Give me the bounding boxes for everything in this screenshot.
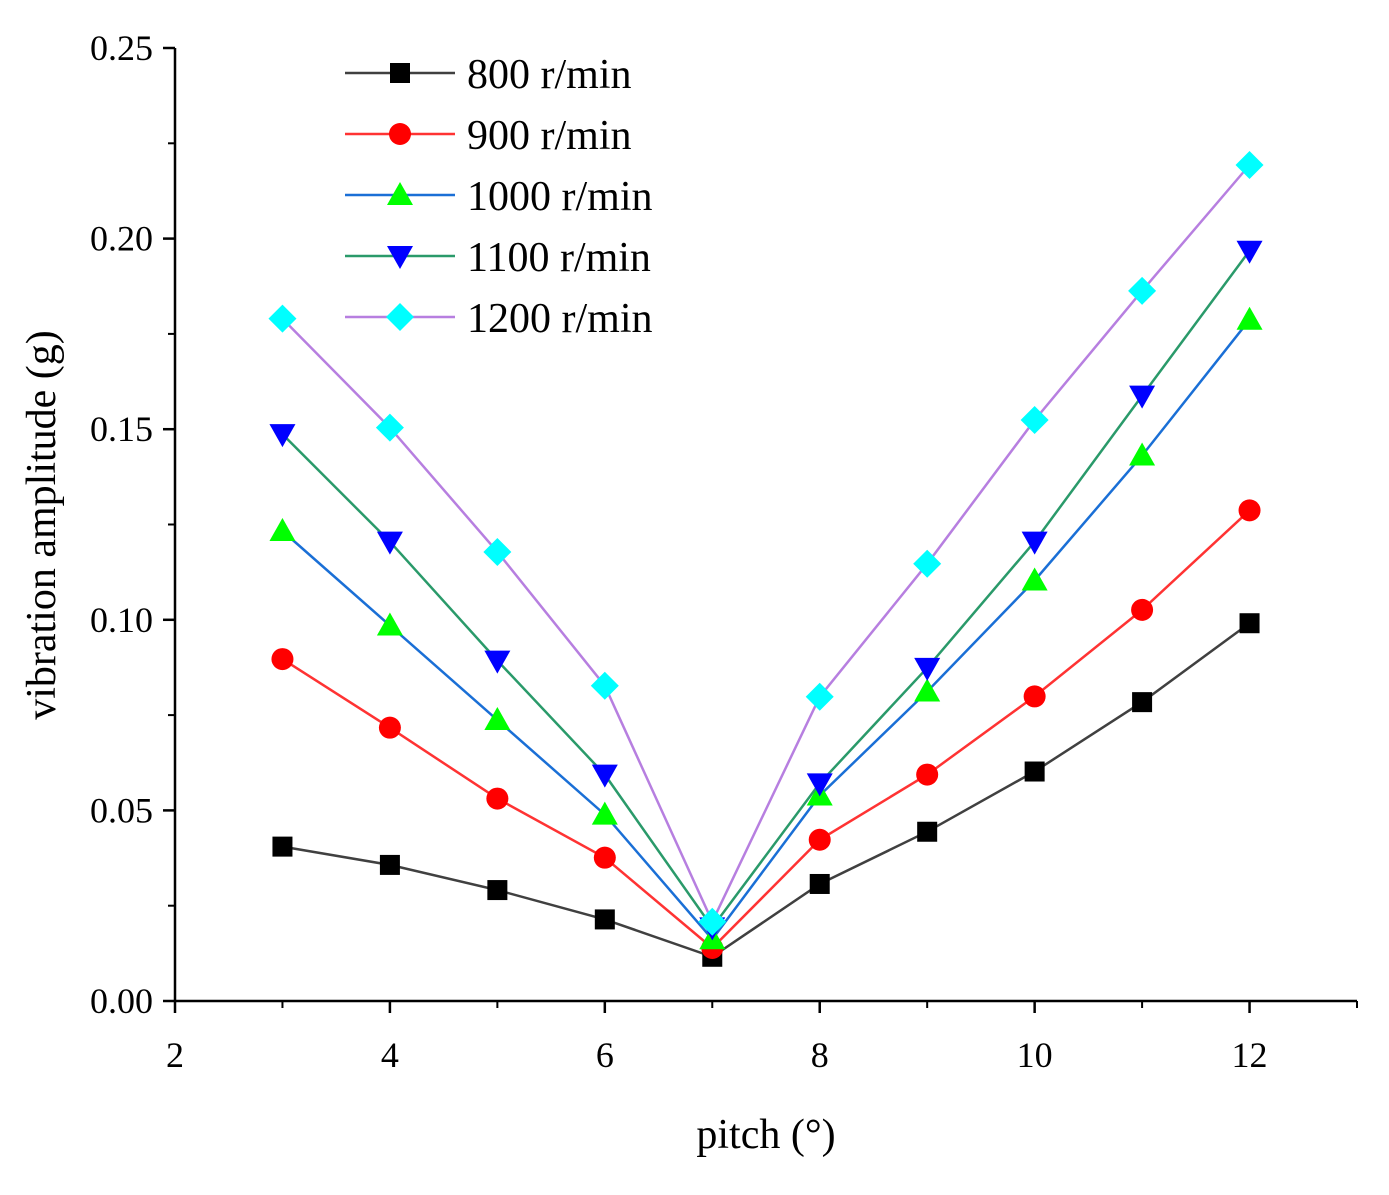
legend-label: 1200 r/min <box>467 296 653 342</box>
data-point <box>593 846 616 869</box>
series-line <box>281 164 1251 925</box>
data-point <box>1021 567 1048 591</box>
data-point <box>376 531 403 555</box>
legend-item: 1100 r/min <box>345 235 651 281</box>
y-tick-label: 0.00 <box>90 981 153 1021</box>
data-point <box>913 549 942 578</box>
legend-item: 800 r/min <box>345 52 632 98</box>
data-point <box>1238 499 1261 522</box>
axes: 2 4 6 8 10 12 0.00 0.05 0.10 0.15 0.20 0.25 <box>90 28 1358 1075</box>
data-point <box>268 304 297 333</box>
data-point <box>809 873 830 894</box>
data-point <box>591 801 618 825</box>
legend-label: 1000 r/min <box>467 174 653 220</box>
data-point <box>271 648 294 671</box>
data-point <box>1023 685 1046 708</box>
x-axis-title: pitch (°) <box>696 1112 835 1158</box>
y-tick-label: 0.05 <box>90 790 153 830</box>
data-point <box>1024 761 1045 782</box>
series-layer <box>268 151 1264 967</box>
data-point <box>1128 276 1157 305</box>
legend: 800 r/min 900 r/min 1000 r/min 1100 r/min 12… <box>345 52 653 342</box>
legend-label: 800 r/min <box>467 52 632 98</box>
data-point <box>1132 692 1153 713</box>
data-point <box>698 907 727 936</box>
data-point <box>483 537 512 566</box>
y-tick-label: 0.25 <box>90 28 153 68</box>
data-point <box>805 682 834 711</box>
data-point <box>1129 385 1156 409</box>
data-point <box>1236 306 1263 330</box>
data-point <box>806 773 833 797</box>
data-point <box>1235 151 1264 180</box>
y-tick-label: 0.20 <box>90 219 153 259</box>
series-line <box>281 319 1251 942</box>
data-point <box>591 764 618 788</box>
data-point <box>269 424 296 448</box>
series-line <box>281 250 1251 930</box>
x-tick-label: 2 <box>166 1035 184 1075</box>
series-0 <box>272 613 1260 967</box>
data-point <box>269 517 296 541</box>
data-point <box>1020 406 1049 435</box>
data-point <box>917 821 938 842</box>
series-line <box>282 622 1251 959</box>
series-2 <box>269 306 1263 950</box>
legend-label: 1100 r/min <box>467 235 651 281</box>
data-point <box>914 678 941 702</box>
data-point <box>484 707 511 731</box>
series-4 <box>268 151 1264 936</box>
data-point <box>375 413 404 442</box>
data-point <box>1021 531 1048 555</box>
y-tick-label: 0.10 <box>90 600 153 640</box>
data-point <box>594 909 615 930</box>
data-point <box>376 612 403 636</box>
legend-marker <box>387 182 413 205</box>
x-tick-label: 10 <box>1017 1035 1053 1075</box>
data-point <box>378 716 401 739</box>
series-3 <box>269 240 1263 941</box>
data-point <box>272 836 293 857</box>
data-point <box>808 828 831 851</box>
data-point <box>590 671 619 700</box>
data-point <box>487 880 508 901</box>
series-line <box>281 509 1251 950</box>
x-tick-label: 8 <box>811 1035 829 1075</box>
x-tick-label: 4 <box>381 1035 399 1075</box>
legend-label: 900 r/min <box>467 113 632 159</box>
legend-item: 900 r/min <box>345 113 632 159</box>
data-point <box>486 787 509 810</box>
data-point <box>379 854 400 875</box>
data-point <box>1239 613 1260 634</box>
data-point <box>1236 240 1263 264</box>
data-point <box>1131 598 1154 621</box>
y-tick-label: 0.15 <box>90 409 153 449</box>
legend-marker <box>387 246 413 269</box>
legend-marker <box>389 123 411 145</box>
data-point <box>1129 442 1156 466</box>
data-point <box>916 763 939 786</box>
legend-marker <box>390 63 410 83</box>
series-1 <box>271 499 1261 960</box>
legend-item: 1000 r/min <box>345 174 653 220</box>
legend-item: 1200 r/min <box>345 296 653 342</box>
legend-marker <box>386 303 414 331</box>
data-point <box>484 650 511 674</box>
x-tick-label: 6 <box>596 1035 614 1075</box>
data-point <box>914 657 941 681</box>
y-axis-title: vibration amplitude (g) <box>19 330 65 720</box>
x-tick-label: 12 <box>1232 1035 1268 1075</box>
